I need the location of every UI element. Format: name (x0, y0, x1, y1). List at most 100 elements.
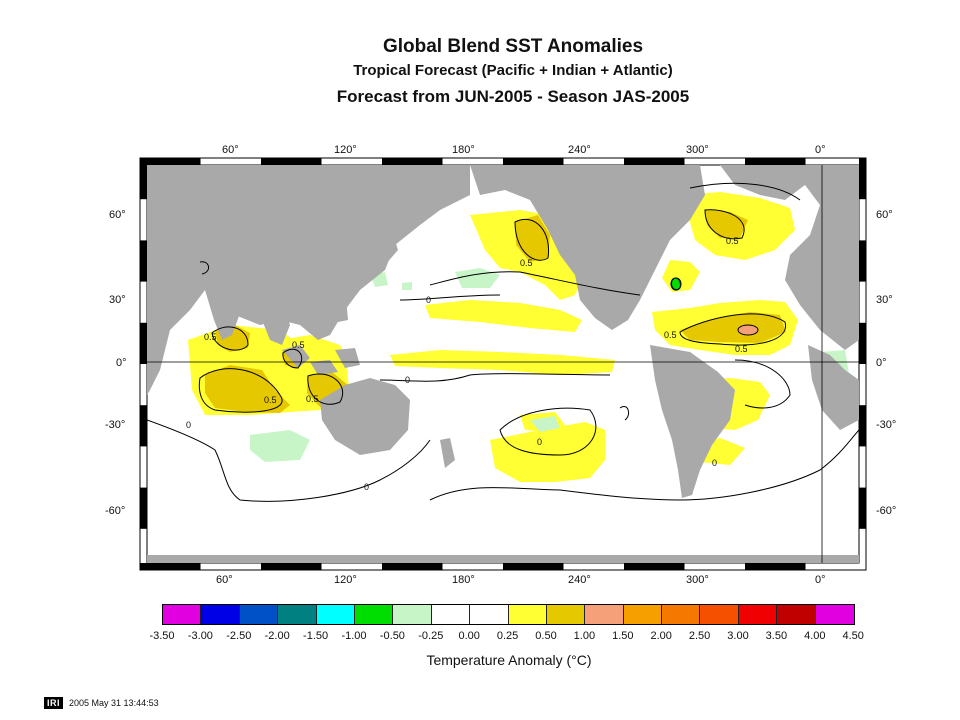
contour-label: 0 (364, 482, 369, 492)
colorbar-tick-label: 2.50 (688, 630, 711, 642)
contour-label: 0.5 (735, 344, 748, 354)
colorbar-tick-label: -2.00 (264, 630, 290, 642)
frame-segment (382, 158, 443, 165)
contour-label: 0.5 (664, 330, 677, 340)
colorbar (162, 604, 856, 625)
lat-tick-label: 0° (116, 357, 127, 369)
lon-tick-label: 240° (568, 574, 591, 586)
colorbar-tick-label: 4.50 (842, 630, 864, 642)
lon-tick-label: 300° (686, 574, 709, 586)
colorbar-swatch (546, 605, 586, 624)
colorbar-swatch (662, 605, 701, 624)
lat-tick-label: 60° (109, 209, 126, 221)
frame-segment (261, 563, 322, 570)
lon-tick-label: 0° (815, 574, 826, 586)
main-title: Global Blend SST Anomalies (382, 36, 644, 57)
lat-tick-label: 30° (876, 294, 893, 306)
contour-label: 0 (186, 420, 191, 430)
right-axis-labels: 60° 30° 0° -30° -60° (876, 209, 896, 517)
contour-label: 0.5 (292, 340, 305, 350)
lat-tick-label: -60° (876, 505, 896, 517)
colorbar-tick-label: -3.50 (149, 630, 175, 642)
colorbar-tick-label: 4.00 (804, 630, 826, 642)
frame-segment (503, 563, 564, 570)
frame-segment (745, 563, 806, 570)
frame-segment (745, 158, 806, 165)
contour-label: 0 (405, 375, 410, 385)
frame-segment (140, 322, 147, 364)
left-axis-labels: 60° 30° 0° -30° -60° (105, 209, 127, 517)
lat-tick-label: -30° (876, 419, 896, 431)
frame-segment (859, 405, 866, 447)
colorbar-swatch (316, 605, 355, 624)
colorbar-tick-label: 1.00 (573, 630, 596, 642)
colorbar-labels: -3.50 -3.00 -2.50 -2.00 -1.50 -1.00 -0.50 -0.25… (0, 630, 960, 644)
colorbar-tick-label: 2.00 (650, 630, 672, 642)
colorbar-swatch (393, 605, 432, 624)
colorbar-swatch (201, 605, 240, 624)
colorbar-tick-label: -1.50 (303, 630, 329, 642)
forecast-title: Forecast from JUN-2005 - Season JAS-2005 (336, 87, 690, 106)
colorbar-swatch (623, 605, 663, 624)
frame-segment (859, 158, 866, 200)
frame-segment (140, 158, 147, 200)
frame-segment (140, 240, 147, 282)
contour-label: 0.5 (306, 394, 319, 404)
colorbar-swatch (738, 605, 778, 624)
frame-segment (503, 158, 564, 165)
colorbar-swatch (470, 605, 509, 624)
contour-label: 0 (537, 437, 542, 447)
frame-segment (624, 563, 685, 570)
frame-segment (624, 158, 685, 165)
contour-label: 0.5 (204, 332, 217, 342)
lat-tick-label: 0° (876, 357, 887, 369)
colorbar-tick-label: 1.50 (612, 630, 634, 642)
iri-logo: IRI (44, 697, 64, 709)
lon-tick-label: 0° (815, 144, 826, 156)
lon-tick-label: 120° (334, 574, 357, 586)
anomaly-fill-orange (737, 324, 759, 336)
contour-label: 0 (712, 458, 717, 468)
frame-segment (140, 158, 201, 165)
lon-tick-label: 300° (686, 144, 709, 156)
frame-segment (859, 487, 866, 529)
frame-segment (261, 158, 322, 165)
lon-tick-label: 60° (216, 574, 233, 586)
colorbar-swatch (508, 605, 547, 624)
colorbar-swatch (278, 605, 317, 624)
colorbar-tick-label: -3.00 (187, 630, 213, 642)
top-axis-labels: 60° 120° 180° 240° 300° 0° (222, 144, 826, 156)
map-content: 0.5 0.5 0.5 0.5 0.5 0.5 0.5 0.5 0 0 0 0 … (147, 165, 859, 563)
footer: IRI 2005 May 31 13:44:53 (44, 697, 159, 709)
bottom-axis-labels: 60° 120° 180° 240° 300° 0° (216, 574, 826, 586)
colorbar-tick-label: 0.00 (458, 630, 480, 642)
colorbar-tick-label: 3.50 (765, 630, 788, 642)
lon-tick-label: 180° (452, 574, 475, 586)
colorbar-swatch (585, 605, 624, 624)
colorbar-swatch (163, 605, 202, 624)
contour-label: 0 (426, 295, 431, 305)
frame-segment (859, 240, 866, 282)
frame-segment (859, 322, 866, 364)
lon-tick-label: 240° (568, 144, 591, 156)
colorbar-swatch (239, 605, 279, 624)
lon-tick-label: 180° (452, 144, 475, 156)
contour-label: 0.5 (520, 258, 533, 268)
frame-segment (382, 563, 443, 570)
contour-label-group: 0.5 0.5 0.5 0.5 0.5 0.5 0.5 0.5 0 0 0 0 … (186, 236, 748, 492)
land-masses (147, 165, 859, 563)
colorbar-tick-label: 0.50 (535, 630, 557, 642)
colorbar-swatch (700, 605, 739, 624)
lon-tick-label: 120° (334, 144, 357, 156)
colorbar-swatch (431, 605, 471, 624)
colorbar-tick-label: -2.50 (226, 630, 252, 642)
colorbar-tick-label: -0.50 (379, 630, 405, 642)
contour-label: 0.5 (264, 395, 277, 405)
timestamp: 2005 May 31 13:44:53 (69, 698, 159, 708)
lat-tick-label: -60° (105, 505, 125, 517)
colorbar-title: Temperature Anomaly (°C) (426, 652, 592, 668)
colorbar-swatch (815, 605, 855, 624)
colorbar-swatch (777, 605, 816, 624)
contour-label: 0.5 (726, 236, 739, 246)
